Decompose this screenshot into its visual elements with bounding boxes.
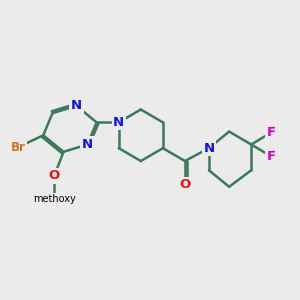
Text: N: N <box>113 116 124 129</box>
Text: O: O <box>179 178 191 191</box>
Text: O: O <box>49 169 60 182</box>
Text: N: N <box>71 99 82 112</box>
Text: F: F <box>267 126 276 139</box>
Text: Br: Br <box>11 141 26 154</box>
Text: methoxy: methoxy <box>33 194 76 204</box>
Text: F: F <box>267 150 276 163</box>
Text: N: N <box>82 138 93 151</box>
Text: N: N <box>203 142 214 155</box>
